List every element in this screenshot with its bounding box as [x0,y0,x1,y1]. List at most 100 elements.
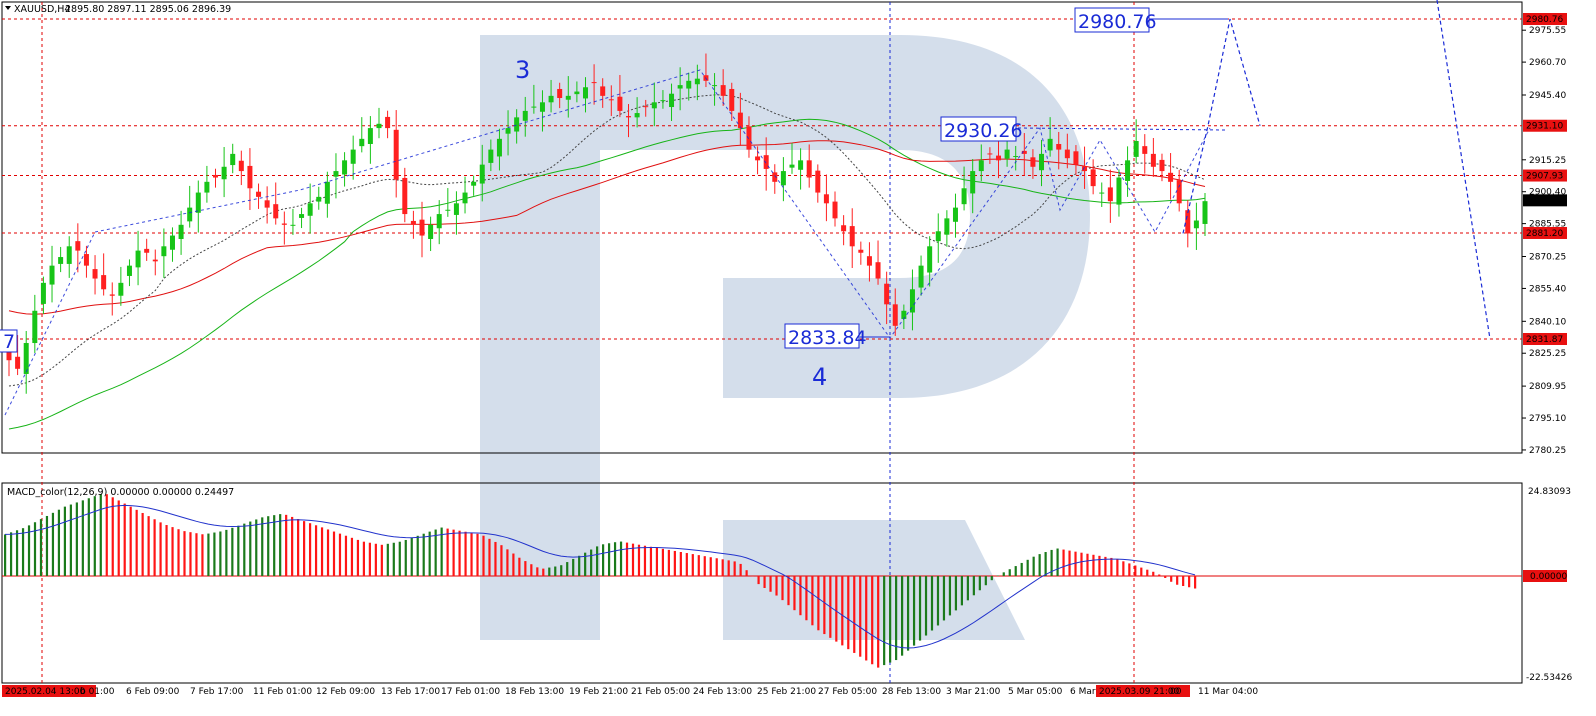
macd-bar [308,523,312,576]
candle-body [393,129,399,180]
macd-bar [835,576,838,642]
macd-bar [1146,569,1149,576]
time-label: 19 Feb 21:00 [569,687,628,697]
candle-body [780,171,786,186]
price-tag-label: 2931.10 [1526,122,1563,132]
macd-bar [1068,550,1071,576]
macd-bar [1038,554,1041,576]
time-tag [2,685,96,697]
macd-bar [1086,553,1089,576]
candle-body [445,209,451,211]
wave-structure [4,69,1211,416]
candle-body [1039,153,1045,171]
macd-bar [159,522,162,576]
macd-bar [960,576,963,606]
candle-body [290,224,296,226]
macd-bar [906,576,910,651]
macd-bar [871,576,874,665]
macd-bar [745,570,748,576]
macd-bar [948,576,952,616]
candle-body [1064,149,1070,159]
macd-bar [1116,559,1119,576]
candle-body [247,165,253,189]
macd-bar [817,576,820,631]
macd-bar [901,576,904,656]
macd-bar [912,576,916,646]
candle-body [643,106,649,108]
macd-bar [978,576,981,591]
candle-body [712,85,718,87]
price-tag-label: 2881.20 [1526,229,1563,239]
candle-body [324,181,330,204]
macd-bar [458,530,461,576]
macd-bar [661,548,664,576]
candle-body [634,113,640,118]
macd-bar [607,543,611,576]
candle-body [875,262,881,279]
macd-bar [416,535,419,576]
candle-body [436,214,442,229]
moving-averages [8,94,1206,430]
candle-body [669,93,675,108]
macd-bar [27,525,31,576]
price-tag [1523,194,1567,207]
candle-body [1176,180,1182,204]
price-tick-label: 2900.40 [1529,188,1566,198]
candle-body [892,304,898,326]
macd-bar [1092,554,1095,576]
macd-bar [1158,574,1161,576]
wave-3-label: 3 [515,56,530,84]
macd-bar [33,522,37,576]
candle-body [514,117,520,132]
macd-label: MACD_color(12,26,9) 0.00000 0.00000 0.24… [7,487,234,498]
candle-body [161,246,167,257]
macd-bar [984,576,987,586]
level-lines [2,18,1522,340]
collapse-arrow-icon[interactable] [5,6,11,10]
candle-body [677,85,683,89]
candle-body [66,246,72,264]
macd-bar [303,521,306,576]
macd-bar [63,506,66,576]
candle-body [488,149,494,163]
price-tick-label: 2885.55 [1529,220,1566,230]
macd-bar [207,533,210,576]
price-tick-label: 2915.25 [1529,156,1566,166]
candle-body [152,259,158,262]
macd-bar [763,576,766,588]
macd-bar [177,529,180,576]
price-tag [1523,169,1567,182]
macd-bar [1122,561,1125,576]
macd-bar [285,514,288,576]
ma-green [8,118,1206,430]
price-tick-label: 2855.40 [1529,284,1566,294]
candle-body [471,181,477,186]
macd-bar [332,531,336,576]
time-label: 24 Feb 13:00 [693,687,752,697]
candle-body [505,128,511,134]
candle-body [195,192,201,213]
macd-bar [590,549,593,576]
candle-body [1013,156,1019,158]
macd-bar [1098,555,1101,576]
candle-body [686,80,692,89]
candle-body [402,177,408,215]
macd-bar [709,557,712,576]
ma-dotted [8,94,1206,387]
candle-body [273,204,279,219]
macd-bar [542,568,545,576]
macd-bar [297,519,300,576]
wave-4-label: 4 [812,363,827,391]
price-tag-label: 2831.87 [1526,335,1563,345]
candle-body [118,282,124,296]
price-tag [1523,119,1567,132]
time-label: 6 Feb 09:00 [126,687,180,697]
macd-bar [649,546,653,576]
macd-bar [530,564,533,576]
macd-axis-bottom: -22.53426 [1526,673,1572,683]
candle-body [101,275,107,290]
candle-body [531,106,537,108]
macd-bar [811,576,814,626]
macd-bar [619,541,623,576]
